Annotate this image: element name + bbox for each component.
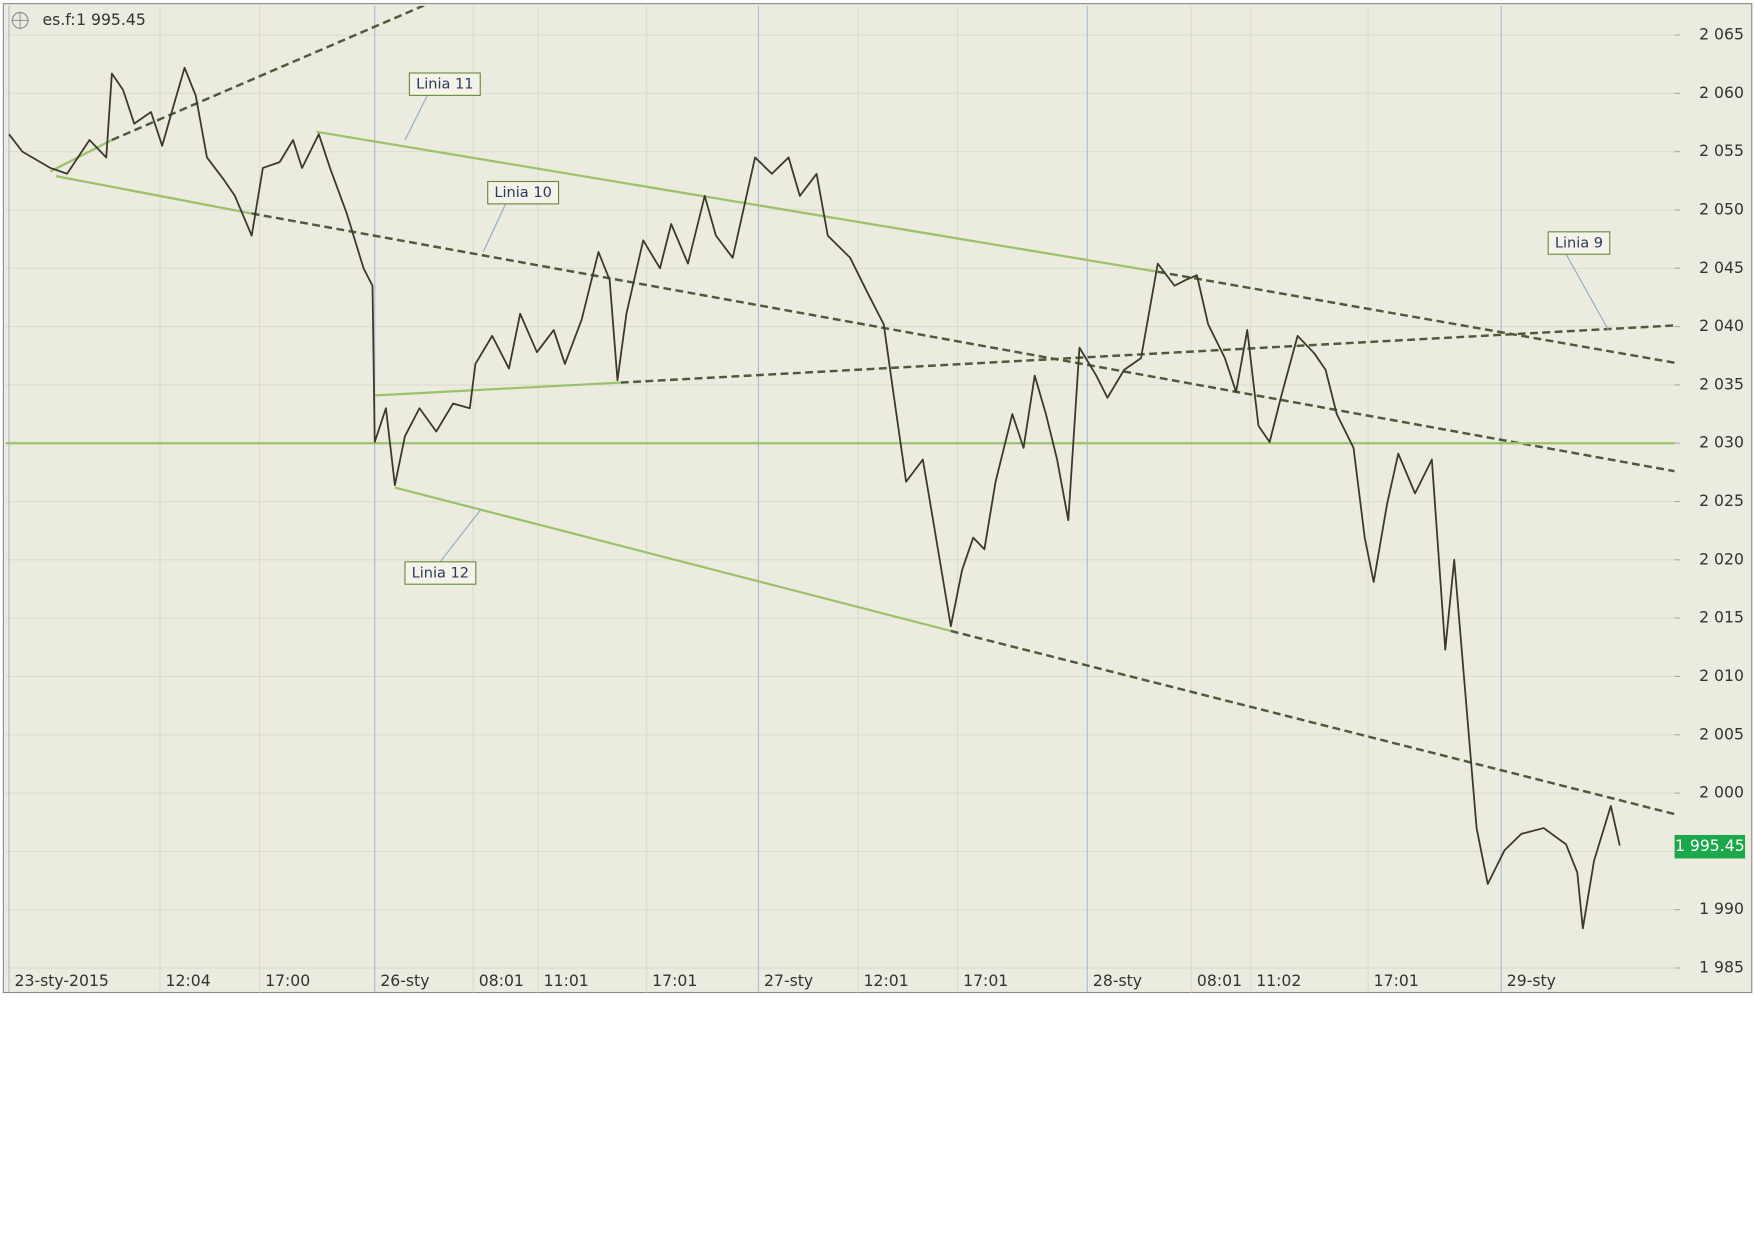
x-tick-label: 29-sty: [1507, 971, 1556, 990]
x-tick-label: 27-sty: [764, 971, 813, 990]
trend-line-dashed: [1157, 270, 1675, 364]
price-line: [8, 66, 1621, 930]
y-tick-label: 2 035: [1699, 374, 1744, 393]
trend-line-dashed: [950, 629, 1675, 816]
y-tick-label: 1 985: [1699, 958, 1744, 977]
trend-line-dashed: [111, 5, 427, 142]
x-tick-label: 28-sty: [1093, 971, 1142, 990]
x-tick-label: 17:00: [265, 971, 310, 990]
callout: [1565, 253, 1610, 331]
y-tick-label: 2 045: [1699, 258, 1744, 277]
x-tick-label: 17:01: [963, 971, 1008, 990]
label-box: [408, 72, 481, 96]
last-price-tag: [1674, 834, 1746, 859]
trend-label: Linia 10: [482, 180, 560, 253]
trend-line-solid: [49, 138, 113, 173]
y-tick-label: 2 050: [1699, 199, 1744, 218]
x-tick-label: 17:01: [652, 971, 697, 990]
move-icon-cross: [11, 11, 30, 30]
trend-label: Linia 12: [404, 508, 482, 585]
x-tick-label: 23-sty-2015: [15, 971, 109, 990]
trend-label: Linia 11: [404, 72, 481, 141]
label-text: Linia 10: [494, 185, 551, 201]
trend-line-solid: [374, 381, 621, 397]
callout: [482, 203, 507, 253]
plot-area: [5, 5, 1675, 930]
x-tick-label: 17:01: [1374, 971, 1419, 990]
last-price: 1 995.45: [76, 10, 146, 29]
callout: [404, 95, 428, 141]
y-tick-label: 2 020: [1699, 549, 1744, 568]
y-tick-label: 2 005: [1699, 724, 1744, 743]
trend-label: Linia 9: [1547, 231, 1611, 331]
label-box: [404, 561, 477, 585]
y-tick-label: 2 025: [1699, 491, 1744, 510]
label-text: Linia 11: [416, 77, 473, 93]
y-tick-label: 2 030: [1699, 433, 1744, 452]
y-tick-label: 2 010: [1699, 666, 1744, 685]
x-tick-label: 11:01: [544, 971, 589, 990]
symbol: es.f:: [43, 10, 76, 29]
x-tick-label: 12:01: [864, 971, 909, 990]
label-box: [1547, 231, 1611, 255]
trend-line-solid: [394, 486, 952, 633]
last-price-tag-text: 1 995.45: [1675, 836, 1745, 855]
trend-line-solid: [316, 130, 1158, 273]
y-tick-label: 2 015: [1699, 608, 1744, 627]
y-tick-label: 2 060: [1699, 83, 1744, 102]
trend-line-dashed: [620, 324, 1675, 384]
x-tick-label: 12:04: [166, 971, 211, 990]
label-box: [487, 180, 560, 205]
label-text: Linia 9: [1555, 236, 1603, 252]
x-tick-label: 26-sty: [380, 971, 429, 990]
y-tick-label: 2 055: [1699, 141, 1744, 160]
trend-line-dashed: [251, 212, 1675, 473]
y-tick-label: 2 065: [1699, 25, 1744, 44]
y-tick-label: 1 990: [1699, 899, 1744, 918]
header: es.f: 1 995.45: [11, 10, 146, 30]
x-tick-label: 08:01: [479, 971, 524, 990]
trend-line-solid: [55, 175, 252, 215]
x-tick-label: 08:01: [1197, 971, 1242, 990]
y-tick-label: 2 040: [1699, 316, 1744, 335]
label-text: Linia 12: [412, 566, 469, 582]
y-tick-label: 2 000: [1699, 783, 1744, 802]
chart-frame: [2, 3, 1753, 994]
x-tick-label: 11:02: [1256, 971, 1301, 990]
